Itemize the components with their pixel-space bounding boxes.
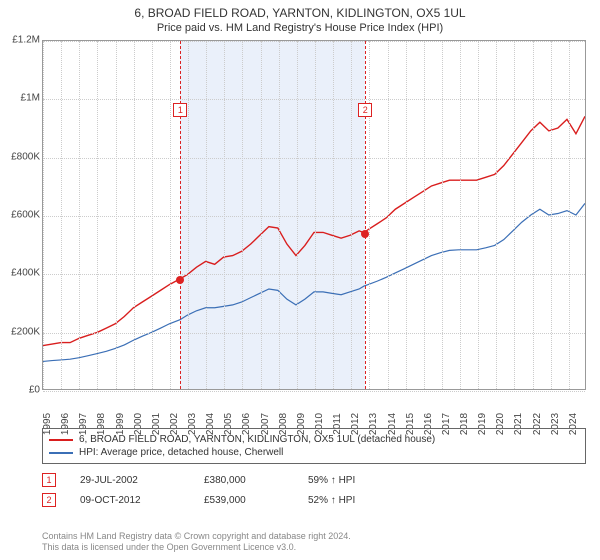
grid-line-v: [279, 41, 280, 389]
marker-box: 1: [173, 103, 187, 117]
grid-line-h: [43, 391, 585, 392]
legend-swatch: [49, 452, 73, 454]
grid-line-v: [43, 41, 44, 389]
transaction-marker: 2: [42, 493, 56, 507]
grid-line-v: [551, 41, 552, 389]
legend-row: HPI: Average price, detached house, Cher…: [49, 446, 579, 459]
grid-line-h: [43, 274, 585, 275]
transaction-pct: 52% ↑ HPI: [308, 495, 408, 506]
transaction-pct: 59% ↑ HPI: [308, 475, 408, 486]
grid-line-v: [224, 41, 225, 389]
grid-line-v: [478, 41, 479, 389]
footer-attribution: Contains HM Land Registry data © Crown c…: [42, 531, 351, 554]
transaction-date: 09-OCT-2012: [80, 495, 180, 506]
y-axis-label: £600K: [11, 210, 40, 221]
series-line-property: [43, 116, 585, 345]
grid-line-v: [460, 41, 461, 389]
y-axis-label: £200K: [11, 326, 40, 337]
legend-label: 6, BROAD FIELD ROAD, YARNTON, KIDLINGTON…: [79, 434, 435, 445]
grid-line-v: [188, 41, 189, 389]
marker-line: [365, 41, 366, 389]
grid-line-v: [297, 41, 298, 389]
grid-line-v: [79, 41, 80, 389]
grid-line-v: [242, 41, 243, 389]
grid-line-v: [170, 41, 171, 389]
y-axis-label: £0: [29, 385, 40, 396]
grid-line-v: [315, 41, 316, 389]
marker-line: [180, 41, 181, 389]
footer-line-2: This data is licensed under the Open Gov…: [42, 542, 351, 554]
series-line-hpi: [43, 203, 585, 361]
transaction-dot: [176, 276, 184, 284]
plot-area: 12: [42, 40, 586, 390]
transaction-row: 1 29-JUL-2002 £380,000 59% ↑ HPI: [42, 470, 586, 490]
grid-line-v: [206, 41, 207, 389]
grid-line-v: [369, 41, 370, 389]
transaction-table: 1 29-JUL-2002 £380,000 59% ↑ HPI 2 09-OCT-201…: [42, 470, 586, 510]
transaction-price: £380,000: [204, 475, 284, 486]
y-axis-label: £400K: [11, 268, 40, 279]
grid-line-v: [442, 41, 443, 389]
transaction-date: 29-JUL-2002: [80, 475, 180, 486]
transaction-marker: 1: [42, 473, 56, 487]
grid-line-v: [351, 41, 352, 389]
grid-line-h: [43, 158, 585, 159]
grid-line-h: [43, 216, 585, 217]
grid-line-h: [43, 333, 585, 334]
grid-line-v: [388, 41, 389, 389]
grid-line-v: [533, 41, 534, 389]
chart-title: 6, BROAD FIELD ROAD, YARNTON, KIDLINGTON…: [0, 0, 600, 20]
grid-line-h: [43, 99, 585, 100]
transaction-price: £539,000: [204, 495, 284, 506]
legend-label: HPI: Average price, detached house, Cher…: [79, 447, 283, 458]
legend: 6, BROAD FIELD ROAD, YARNTON, KIDLINGTON…: [42, 428, 586, 464]
grid-line-v: [424, 41, 425, 389]
footer-line-1: Contains HM Land Registry data © Crown c…: [42, 531, 351, 543]
y-axis-label: £800K: [11, 151, 40, 162]
y-axis-label: £1.2M: [12, 35, 40, 46]
grid-line-v: [152, 41, 153, 389]
grid-line-v: [261, 41, 262, 389]
grid-line-v: [97, 41, 98, 389]
grid-line-v: [406, 41, 407, 389]
transaction-dot: [361, 230, 369, 238]
marker-box: 2: [358, 103, 372, 117]
grid-line-v: [61, 41, 62, 389]
chart-area: £0£200K£400K£600K£800K£1M£1.2M 12 199519…: [0, 40, 600, 420]
grid-line-v: [496, 41, 497, 389]
grid-line-h: [43, 41, 585, 42]
grid-line-v: [333, 41, 334, 389]
y-axis-label: £1M: [21, 93, 40, 104]
grid-line-v: [116, 41, 117, 389]
chart-subtitle: Price paid vs. HM Land Registry's House …: [0, 20, 600, 38]
transaction-row: 2 09-OCT-2012 £539,000 52% ↑ HPI: [42, 490, 586, 510]
grid-line-v: [569, 41, 570, 389]
grid-line-v: [134, 41, 135, 389]
legend-row: 6, BROAD FIELD ROAD, YARNTON, KIDLINGTON…: [49, 433, 579, 446]
legend-swatch: [49, 439, 73, 441]
grid-line-v: [514, 41, 515, 389]
